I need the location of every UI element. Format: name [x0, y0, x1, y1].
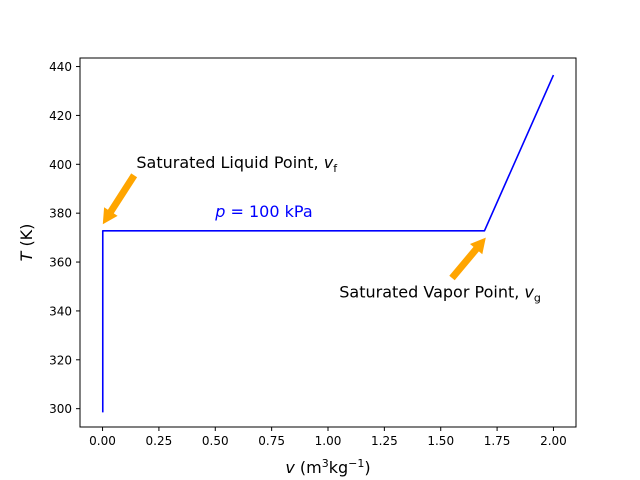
y-tick-label: 420: [49, 109, 72, 123]
x-tick-label: 1.25: [371, 434, 398, 448]
x-axis-label-unit-mid: kg: [329, 458, 348, 477]
x-tick-label: 0.00: [89, 434, 116, 448]
x-tick-label: 0.25: [146, 434, 173, 448]
annotation-subscript: f: [333, 162, 338, 175]
x-tick-label: 0.75: [258, 434, 285, 448]
x-axis-label: v (m3kg−1): [285, 457, 370, 478]
x-axis-label-symbol: v: [285, 458, 295, 477]
y-axis-label-symbol: T: [17, 250, 36, 261]
y-axis-label-unit: (K): [17, 224, 36, 252]
y-axis-label: T (K): [17, 224, 36, 262]
curve-label-symbol: p: [214, 202, 225, 221]
y-tick-label: 440: [49, 60, 72, 74]
arrow-annotation-label: Saturated Vapor Point, vg: [339, 282, 541, 304]
x-axis-label-unit-pre: (m: [295, 458, 322, 477]
y-tick-label: 340: [49, 304, 72, 318]
annotation-symbol: v: [324, 153, 334, 172]
x-axis-ticks: 0.00 0.25 0.50 0.75 1.00 1.25 1.50 1.75 2.00: [89, 427, 567, 448]
annotation-subscript: g: [534, 291, 541, 304]
x-tick-label: 2.00: [540, 434, 567, 448]
annotation-text: Saturated Vapor Point,: [339, 282, 524, 301]
y-tick-label: 400: [49, 158, 72, 172]
curve-label: p = 100 kPa: [214, 202, 312, 221]
x-tick-label: 1.75: [484, 434, 511, 448]
y-tick-label: 300: [49, 402, 72, 416]
x-tick-label: 1.50: [427, 434, 454, 448]
annotation-arrows: [102, 173, 486, 281]
x-axis-label-exp1: 3: [322, 457, 329, 470]
annotation-text: Saturated Liquid Point,: [136, 153, 323, 172]
x-axis-label-unit-post: ): [364, 458, 370, 477]
y-tick-label: 320: [49, 353, 72, 367]
x-tick-label: 1.00: [315, 434, 342, 448]
x-tick-label: 0.50: [202, 434, 229, 448]
y-tick-label: 360: [49, 256, 72, 270]
curve-label-text: = 100 kPa: [225, 202, 312, 221]
annotation-arrow: [102, 173, 138, 225]
y-axis-ticks: 300 320 340 360 380 400 420 440: [49, 60, 80, 416]
plot-lines: [101, 74, 555, 413]
annotation-symbol: v: [524, 282, 534, 301]
series-line: [101, 74, 555, 413]
x-axis-label-exp2: −1: [348, 457, 364, 470]
y-tick-label: 380: [49, 207, 72, 221]
arrow-annotation-label: Saturated Liquid Point, vf: [136, 153, 338, 175]
annotation-arrow: [449, 237, 486, 281]
